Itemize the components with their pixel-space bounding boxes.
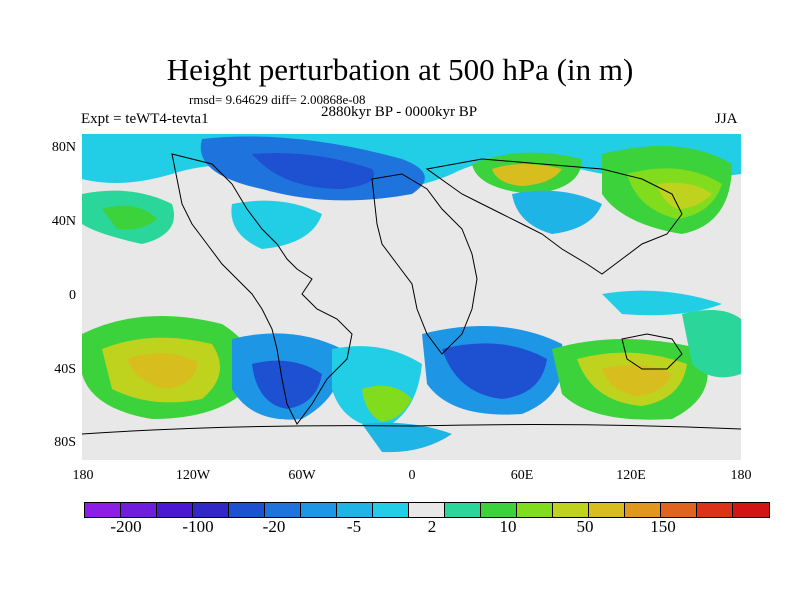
colorbar (84, 502, 770, 518)
colorbar-swatch (517, 503, 553, 517)
colorbar-swatch (409, 503, 445, 517)
colorbar-swatch (193, 503, 229, 517)
lon-tick-60w: 60W (288, 468, 316, 483)
colorbar-label-neg20: -20 (262, 517, 286, 536)
colorbar-swatch (589, 503, 625, 517)
experiment-label: Expt = teWT4-tevta1 (81, 111, 209, 127)
colorbar-swatch (301, 503, 337, 517)
contour-fields (82, 134, 741, 460)
lat-tick-0: 0 (69, 288, 76, 303)
lon-tick-60e: 60E (510, 468, 534, 483)
colorbar-swatch (733, 503, 769, 517)
season-label: JJA (715, 111, 738, 127)
colorbar-swatch (445, 503, 481, 517)
lon-tick-120e: 120E (616, 468, 646, 483)
plot-title: Height perturbation at 500 hPa (in m) (166, 52, 634, 87)
colorbar-label-10: 10 (499, 517, 517, 536)
colorbar-label-2: 2 (427, 517, 437, 536)
lat-tick-80n: 80N (51, 140, 76, 155)
colorbar-swatch (265, 503, 301, 517)
colorbar-swatch (697, 503, 733, 517)
lon-tick-180w: 180 (72, 468, 94, 483)
colorbar-swatch (661, 503, 697, 517)
lat-tick-40s: 40S (54, 362, 76, 377)
lon-tick-120w: 120W (175, 468, 211, 483)
colorbar-label-50: 50 (576, 517, 594, 536)
colorbar-swatch (625, 503, 661, 517)
colorbar-label-neg200: -200 (110, 517, 142, 536)
colorbar-swatch (481, 503, 517, 517)
lat-tick-80s: 80S (54, 435, 76, 450)
colorbar-label-neg5: -5 (346, 517, 362, 536)
colorbar-swatch (553, 503, 589, 517)
rmsd-stats: rmsd= 9.64629 diff= 2.00868e-08 (189, 92, 366, 107)
colorbar-label-150: 150 (650, 517, 676, 536)
colorbar-swatch (373, 503, 409, 517)
colorbar-swatch (85, 503, 121, 517)
colorbar-swatch (157, 503, 193, 517)
lat-tick-40n: 40N (51, 214, 76, 229)
height-perturbation-map (82, 134, 741, 460)
colorbar-swatch (337, 503, 373, 517)
colorbar-swatch (229, 503, 265, 517)
lon-tick-180e: 180 (730, 468, 752, 483)
period-label: 2880kyr BP - 0000kyr BP (321, 104, 478, 120)
coastlines (82, 153, 741, 435)
colorbar-label-neg100: -100 (182, 517, 214, 536)
colorbar-swatch (121, 503, 157, 517)
lon-tick-0: 0 (408, 468, 416, 483)
